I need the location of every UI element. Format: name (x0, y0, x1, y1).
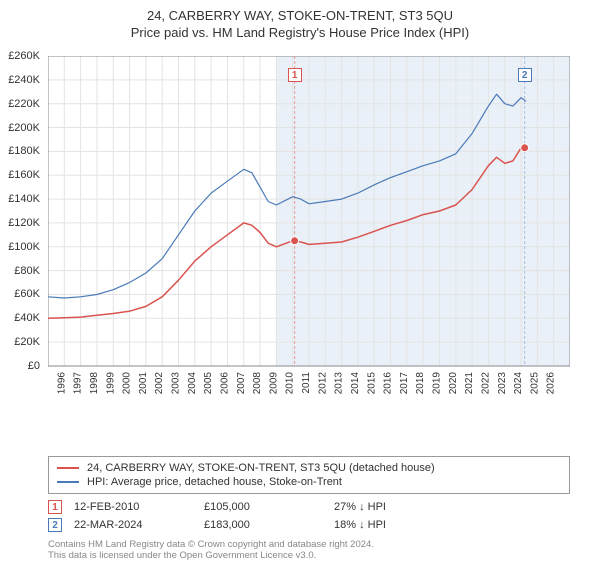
svg-text:2006: 2006 (219, 372, 230, 395)
svg-text:2019: 2019 (432, 372, 443, 395)
svg-text:2026: 2026 (546, 372, 557, 395)
footer-line-1: Contains HM Land Registry data © Crown c… (48, 539, 374, 550)
y-tick-label: £20K (14, 336, 40, 348)
transaction-table: 1 12-FEB-2010£105,00027% ↓ HPI 2 22-MAR-202… (48, 498, 570, 534)
svg-text:2017: 2017 (399, 372, 410, 395)
svg-text:2002: 2002 (154, 372, 165, 395)
chart-svg: 1995 1996 1997 1998 1999 2000 2001 2002 2003 2004… (48, 56, 570, 412)
transaction-row: 1 12-FEB-2010£105,00027% ↓ HPI (48, 498, 570, 516)
transaction-hpi: 18% ↓ HPI (334, 519, 464, 531)
svg-text:2012: 2012 (317, 372, 328, 395)
svg-text:2008: 2008 (252, 372, 263, 395)
y-tick-label: £220K (8, 98, 40, 110)
svg-text:2024: 2024 (513, 372, 524, 395)
legend-row: HPI: Average price, detached house, Stok… (57, 475, 561, 489)
transaction-price: £183,000 (204, 519, 334, 531)
legend-swatch (57, 481, 79, 483)
transaction-marker-1: 1 (48, 500, 62, 514)
svg-text:1999: 1999 (105, 372, 116, 395)
transaction-price: £105,000 (204, 501, 334, 513)
y-tick-label: £0 (28, 360, 40, 372)
svg-text:2023: 2023 (497, 372, 508, 395)
svg-text:2014: 2014 (350, 372, 361, 395)
title-sub: Price paid vs. HM Land Registry's House … (0, 25, 600, 40)
y-tick-label: £200K (8, 122, 40, 134)
y-axis-labels: £0 £20K £40K £60K £80K £100K £120K £140K £160K £1… (0, 56, 44, 412)
svg-text:2005: 2005 (203, 372, 214, 395)
transaction-date: 22-MAR-2024 (74, 519, 204, 531)
chart-area: 1995 1996 1997 1998 1999 2000 2001 2002 2003 2004… (48, 56, 570, 412)
svg-text:2010: 2010 (285, 372, 296, 395)
title-block: 24, CARBERRY WAY, STOKE-ON-TRENT, ST3 5Q… (0, 0, 600, 44)
svg-text:1997: 1997 (73, 372, 84, 395)
legend-label: HPI: Average price, detached house, Stok… (87, 476, 342, 488)
footer-line-2: This data is licensed under the Open Gov… (48, 550, 316, 561)
svg-text:2001: 2001 (138, 372, 149, 395)
legend: 24, CARBERRY WAY, STOKE-ON-TRENT, ST3 5Q… (48, 456, 570, 494)
transaction-marker-2: 2 (48, 518, 62, 532)
y-tick-label: £120K (8, 217, 40, 229)
svg-text:2004: 2004 (187, 372, 198, 395)
svg-text:2022: 2022 (480, 372, 491, 395)
figure-container: 24, CARBERRY WAY, STOKE-ON-TRENT, ST3 5Q… (0, 0, 600, 560)
svg-text:2011: 2011 (301, 372, 312, 394)
svg-text:1996: 1996 (56, 372, 67, 395)
footer-attribution: Contains HM Land Registry data © Crown c… (48, 540, 570, 562)
y-tick-label: £100K (8, 241, 40, 253)
y-tick-label: £260K (8, 50, 40, 62)
svg-text:2013: 2013 (334, 372, 345, 395)
legend-swatch (57, 467, 79, 469)
y-tick-label: £80K (14, 265, 40, 277)
svg-text:2003: 2003 (171, 372, 182, 395)
svg-text:1995: 1995 (48, 372, 51, 395)
svg-text:2007: 2007 (236, 372, 247, 395)
y-tick-label: £160K (8, 169, 40, 181)
svg-text:2016: 2016 (383, 372, 394, 395)
chart-marker-2: 2 (518, 68, 532, 82)
y-tick-label: £180K (8, 145, 40, 157)
legend-row: 24, CARBERRY WAY, STOKE-ON-TRENT, ST3 5Q… (57, 461, 561, 475)
y-tick-label: £40K (14, 312, 40, 324)
svg-text:1998: 1998 (89, 372, 100, 395)
svg-text:2009: 2009 (268, 372, 279, 395)
title-main: 24, CARBERRY WAY, STOKE-ON-TRENT, ST3 5Q… (0, 8, 600, 23)
chart-marker-1: 1 (288, 68, 302, 82)
svg-text:2020: 2020 (448, 372, 459, 395)
y-tick-label: £140K (8, 193, 40, 205)
y-tick-label: £240K (8, 74, 40, 86)
svg-text:2018: 2018 (415, 372, 426, 395)
svg-text:2021: 2021 (464, 372, 475, 395)
transaction-date: 12-FEB-2010 (74, 501, 204, 513)
svg-text:2025: 2025 (529, 372, 540, 395)
svg-text:2000: 2000 (122, 372, 133, 395)
svg-text:2015: 2015 (366, 372, 377, 395)
y-tick-label: £60K (14, 288, 40, 300)
legend-label: 24, CARBERRY WAY, STOKE-ON-TRENT, ST3 5Q… (87, 462, 435, 474)
transaction-hpi: 27% ↓ HPI (334, 501, 464, 513)
transaction-row: 2 22-MAR-2024£183,00018% ↓ HPI (48, 516, 570, 534)
